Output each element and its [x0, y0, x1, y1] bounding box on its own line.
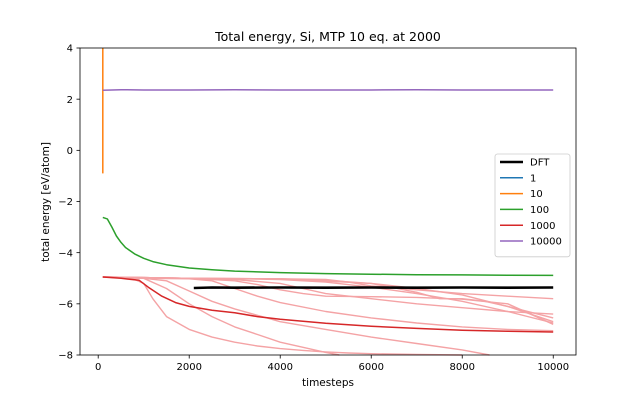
legend-box: [494, 153, 571, 258]
series-line-100: [102, 216, 554, 277]
faint-line-2: [102, 276, 340, 356]
x-tick-label: 2000: [176, 362, 201, 373]
x-tick-label: 4000: [267, 362, 292, 373]
legend-label-10: 10: [530, 189, 543, 200]
series-line-10000: [102, 88, 554, 91]
y-tick-label: 2: [67, 95, 73, 106]
legend-label-100: 100: [530, 205, 549, 216]
legend-label-DFT: DFT: [530, 158, 550, 169]
y-tick-label: 0: [67, 146, 73, 157]
plot-lines: [102, 48, 554, 356]
chart-title: Total energy, Si, MTP 10 eq. at 2000: [214, 29, 441, 44]
legend-label-10000: 10000: [530, 237, 562, 248]
series-line-DFT: [193, 286, 554, 290]
legend-label-1000: 1000: [530, 221, 555, 232]
series-line-1000: [102, 276, 554, 333]
y-axis-label: total energy [eV/atom]: [40, 142, 52, 262]
legend: DFT 1 10 100 1000 10000: [494, 153, 571, 258]
x-tick-label: 0: [95, 362, 101, 373]
x-axis-label: timesteps: [302, 377, 354, 389]
y-tick-label: −2: [58, 197, 73, 208]
y-tick-label: −4: [58, 248, 73, 259]
y-tick-label: −8: [58, 351, 73, 362]
x-axis-ticks: 0 2000 4000 6000 8000 10000: [95, 355, 569, 373]
faint-line-10: [102, 276, 554, 300]
y-tick-label: 4: [67, 44, 73, 55]
y-axis-ticks: −8 −6 −4 −2 0 2 4: [58, 44, 80, 362]
x-tick-label: 6000: [359, 362, 384, 373]
y-tick-label: −6: [58, 299, 73, 310]
faint-line-3: [102, 276, 490, 356]
x-tick-label: 8000: [450, 362, 475, 373]
x-tick-label: 10000: [537, 362, 569, 373]
legend-label-1: 1: [530, 173, 536, 184]
